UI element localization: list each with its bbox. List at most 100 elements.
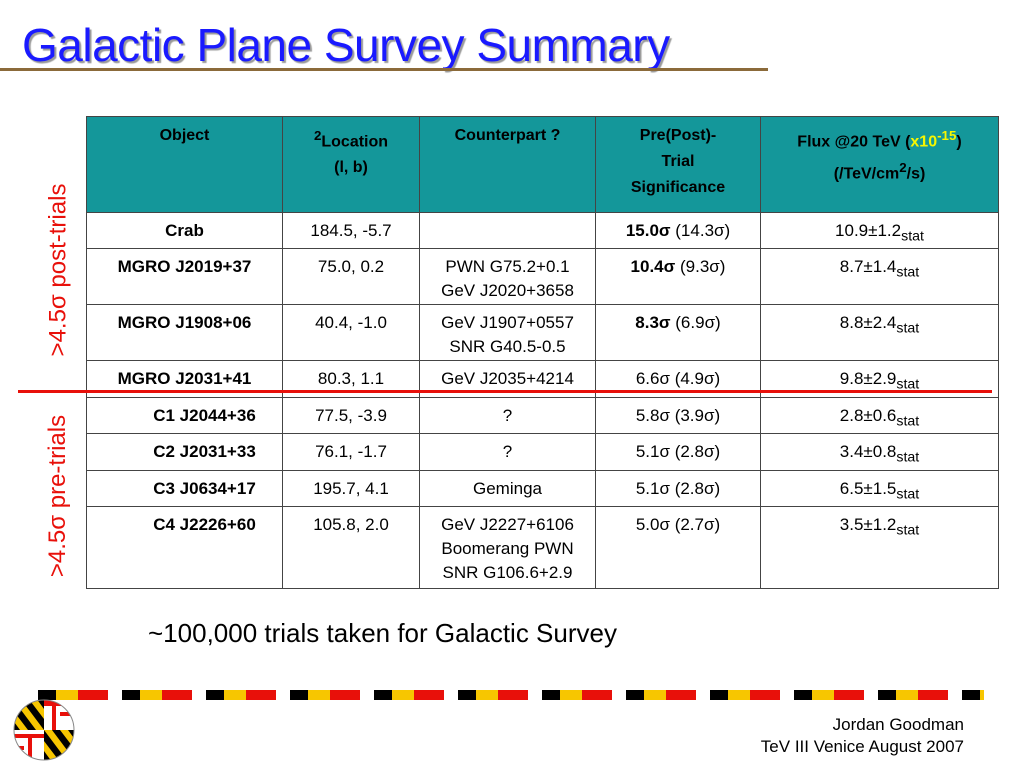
flux-cell: 2.8±0.6stat xyxy=(760,396,999,435)
flux-value: 8.8±2.4 xyxy=(839,313,897,333)
header-significance-line3: Significance xyxy=(630,179,726,196)
flux-cell: 10.9±1.2stat xyxy=(760,211,999,250)
significance-pre: 15.0σ xyxy=(625,221,671,240)
flux-cell: 3.4±0.8stat xyxy=(760,433,999,471)
counterpart-line: GeV J2227+6106 xyxy=(441,514,574,534)
object-name: C2 J2031+33 xyxy=(86,433,283,471)
counterpart-line: Boomerang PWN xyxy=(441,538,574,558)
header-significance: Pre(Post)- Trial Significance xyxy=(595,116,761,213)
significance-cell: 8.3σ (6.9σ) xyxy=(595,304,761,362)
slide-title: Galactic Plane Survey Summary xyxy=(22,19,670,71)
counterpart-cell: ? xyxy=(419,396,596,435)
header-flux-multiplier: x10 xyxy=(910,133,938,151)
counterpart-line: SNR G106.6+2.9 xyxy=(442,562,573,582)
flux-subscript: stat xyxy=(896,449,920,466)
location-cell: 195.7, 4.1 xyxy=(282,469,420,507)
header-flux: Flux @20 TeV (x10-15) (/TeV/cm2/s) xyxy=(760,116,999,213)
footer-event: TeV III Venice August 2007 xyxy=(760,737,964,756)
significance-cell: 15.0σ (14.3σ) xyxy=(595,211,761,250)
significance-cell: 10.4σ (9.3σ) xyxy=(595,248,761,306)
flux-cell: 3.5±1.2stat xyxy=(760,505,999,589)
significance-pre: 8.3σ xyxy=(635,313,671,333)
significance-pre: 5.0σ (2.7σ) xyxy=(635,514,721,534)
header-location-sup: 2 xyxy=(313,128,322,143)
flux-value: 2.8±0.6 xyxy=(839,405,897,425)
significance-pre: 5.1σ (2.8σ) xyxy=(635,442,721,462)
flux-cell: 8.7±1.4stat xyxy=(760,248,999,306)
header-location: 2Location (l, b) xyxy=(282,116,420,213)
counterpart-cell: Geminga xyxy=(419,469,596,507)
header-significance-line2: Trial xyxy=(661,153,695,170)
flux-subscript: stat xyxy=(901,228,924,245)
table-row: MGRO J2019+37 75.0, 0.2 PWN G75.2+0.1 GeV… xyxy=(86,248,999,306)
post-pre-trials-divider xyxy=(18,390,992,393)
table-row: MGRO J1908+06 40.4, -1.0 GeV J1907+0557 S… xyxy=(86,304,999,362)
significance-pre: 10.4σ xyxy=(630,257,676,277)
flux-cell: 8.8±2.4stat xyxy=(760,304,999,362)
footer-author: Jordan Goodman xyxy=(832,715,964,734)
header-flux-units-pre: (/TeV/cm xyxy=(833,165,900,183)
counterpart-cell: PWN G75.2+0.1 GeV J2020+3658 xyxy=(419,248,596,306)
significance-cell: 5.1σ (2.8σ) xyxy=(595,469,761,507)
location-cell: 76.1, -1.7 xyxy=(282,433,420,471)
trials-note: ~100,000 trials taken for Galactic Surve… xyxy=(148,618,617,648)
flux-value: 3.4±0.8 xyxy=(839,442,897,462)
side-label-pre-trials-text: >4.5σ pre-trials xyxy=(44,414,71,578)
table-row: C3 J0634+17 195.7, 4.1 Geminga 5.1σ (2.8… xyxy=(86,469,999,507)
header-counterpart: Counterpart ? xyxy=(419,116,596,213)
significance-post: (6.9σ) xyxy=(670,313,721,333)
object-name: C3 J0634+17 xyxy=(86,469,283,507)
counterpart-line: Geminga xyxy=(473,478,542,498)
counterpart-cell: GeV J2227+6106 Boomerang PWN SNR G106.6+2.… xyxy=(419,505,596,589)
significance-cell: 5.8σ (3.9σ) xyxy=(595,396,761,435)
counterpart-cell: ? xyxy=(419,433,596,471)
flux-subscript: stat xyxy=(896,320,920,337)
survey-table: Object 2Location (l, b) Counterpart ? Pr… xyxy=(86,116,999,589)
footer: Jordan Goodman TeV III Venice August 200… xyxy=(761,714,964,758)
significance-pre: 5.8σ (3.9σ) xyxy=(635,405,721,425)
significance-cell: 5.0σ (2.7σ) xyxy=(595,505,761,589)
flux-value: 6.5±1.5 xyxy=(839,478,897,498)
object-name: C1 J2044+36 xyxy=(86,396,283,435)
table-header-row: Object 2Location (l, b) Counterpart ? Pr… xyxy=(86,116,999,213)
counterpart-line: GeV J2035+4214 xyxy=(441,369,574,389)
object-name: Crab xyxy=(86,211,283,250)
header-flux-pre: Flux @20 TeV ( xyxy=(797,133,911,151)
counterpart-line: ? xyxy=(502,442,513,462)
title-underline xyxy=(0,68,768,71)
significance-cell: 5.1σ (2.8σ) xyxy=(595,433,761,471)
side-label-post-trials-text: >4.5σ post-trials xyxy=(44,183,72,357)
header-flux-units-exp: 2 xyxy=(899,160,907,176)
header-flux-post: ) xyxy=(956,133,962,151)
flux-subscript: stat xyxy=(896,485,920,502)
counterpart-line: GeV J1907+0557 xyxy=(441,313,574,333)
header-significance-line1: Pre(Post)- xyxy=(639,127,717,144)
header-flux-units-post: /s) xyxy=(906,165,926,183)
significance-pre: 6.6σ (4.9σ) xyxy=(635,369,721,389)
object-name: MGRO J1908+06 xyxy=(86,304,283,362)
counterpart-line: GeV J2020+3658 xyxy=(441,281,574,301)
flux-cell: 6.5±1.5stat xyxy=(760,469,999,507)
header-location-coords: (l, b) xyxy=(334,159,368,177)
table-row: C4 J2226+60 105.8, 2.0 GeV J2227+6106 Boo… xyxy=(86,505,999,589)
significance-post: (9.3σ) xyxy=(675,257,726,277)
location-cell: 105.8, 2.0 xyxy=(282,505,420,589)
counterpart-cell: GeV J1907+0557 SNR G40.5-0.5 xyxy=(419,304,596,362)
counterpart-line: SNR G40.5-0.5 xyxy=(449,337,566,357)
location-cell: 75.0, 0.2 xyxy=(282,248,420,306)
location-cell: 40.4, -1.0 xyxy=(282,304,420,362)
flux-value: 9.8±2.9 xyxy=(839,369,897,389)
counterpart-cell xyxy=(419,211,596,250)
flux-subscript: stat xyxy=(896,413,920,430)
table-row: MGRO J2031+41 80.3, 1.1 GeV J2035+4214 6… xyxy=(86,360,999,398)
object-name: MGRO J2019+37 xyxy=(86,248,283,306)
table-row: C1 J2044+36 77.5, -3.9 ? 5.8σ (3.9σ) 2.8… xyxy=(86,396,999,435)
header-object: Object xyxy=(86,116,283,213)
flux-value: 3.5±1.2 xyxy=(839,514,897,534)
flux-subscript: stat xyxy=(896,376,920,393)
maryland-flag-band xyxy=(38,690,984,700)
flux-value: 10.9±1.2 xyxy=(835,221,902,240)
header-flux-exponent: -15 xyxy=(937,128,957,143)
location-cell: 77.5, -3.9 xyxy=(282,396,420,435)
flux-subscript: stat xyxy=(896,264,920,281)
